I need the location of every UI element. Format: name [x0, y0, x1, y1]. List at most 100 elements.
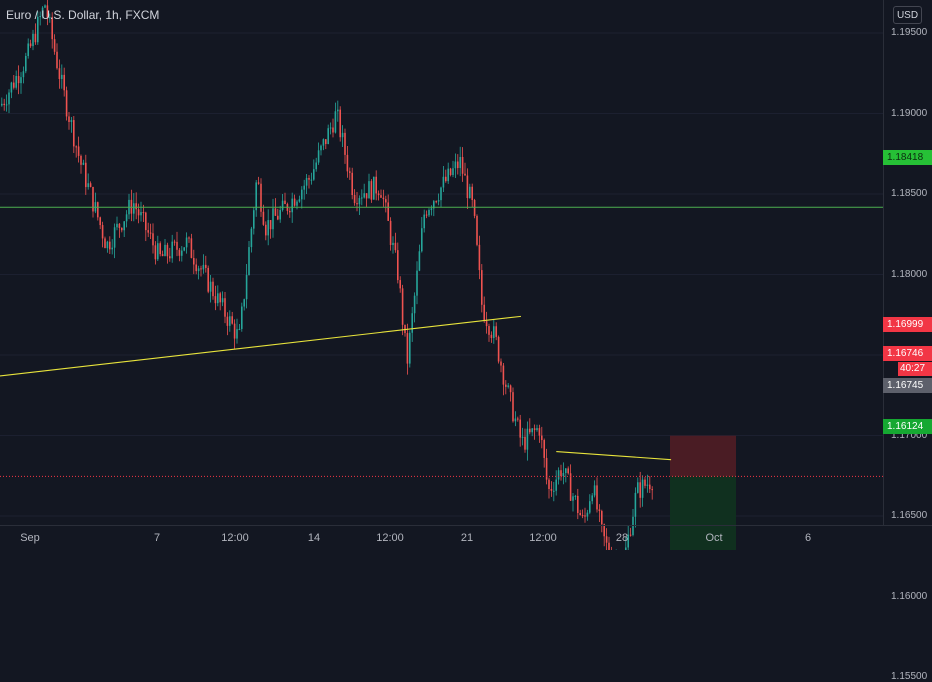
candle-body	[301, 189, 303, 200]
candle-body	[634, 492, 637, 517]
candle-body	[495, 326, 497, 337]
candle-body	[625, 547, 627, 550]
candle-body	[514, 418, 517, 422]
candle-body	[584, 515, 586, 517]
candle-body	[591, 495, 593, 502]
stop-loss-price-tag: 1.16999	[883, 317, 932, 332]
candle-body	[34, 33, 37, 43]
candle-body	[171, 241, 173, 259]
candle-body	[255, 182, 257, 211]
candle-body	[442, 176, 445, 188]
candle-body	[502, 365, 505, 385]
price-axis-tick-label: 1.17000	[891, 429, 928, 441]
candle-body	[164, 244, 166, 257]
candle-body	[445, 176, 447, 182]
trendline[interactable]	[556, 451, 672, 461]
candle-body	[329, 127, 332, 129]
take-profit-zone[interactable]	[670, 476, 736, 550]
candle-body	[284, 200, 286, 205]
candle-body	[373, 176, 375, 200]
candle-body	[382, 197, 385, 200]
candle-body	[197, 268, 200, 272]
candle-body	[8, 92, 10, 105]
candle-body	[459, 156, 461, 169]
candle-body	[435, 201, 437, 203]
candle-body	[433, 201, 435, 209]
candle-body	[334, 111, 337, 133]
candle-body	[641, 479, 644, 498]
candle-body	[13, 82, 15, 88]
candle-body	[589, 501, 591, 513]
candle-body	[205, 264, 207, 268]
candle-body	[493, 326, 495, 339]
candle-body	[473, 199, 476, 216]
candle-body	[229, 316, 231, 326]
candle-body	[133, 203, 135, 214]
candle-body	[68, 116, 70, 122]
candle-body	[423, 214, 425, 229]
candle-body	[293, 198, 296, 206]
candle-body	[77, 146, 80, 156]
candle-body	[305, 177, 308, 186]
candle-body	[497, 336, 500, 362]
candle-body	[469, 186, 471, 199]
currency-button[interactable]: USD	[893, 6, 922, 24]
candle-body	[406, 333, 409, 364]
candle-body	[603, 524, 605, 537]
price-chart[interactable]	[0, 0, 932, 550]
candle-body	[257, 182, 260, 184]
candle-body	[562, 472, 565, 477]
candle-body	[644, 479, 646, 486]
candle-body	[430, 208, 433, 210]
candle-body	[137, 209, 140, 216]
candle-body	[471, 186, 473, 200]
candle-body	[70, 120, 73, 122]
candle-body	[291, 198, 293, 213]
candle-body	[483, 304, 485, 322]
candle-body	[567, 468, 569, 474]
crosshair-price-tag: 1.16745	[883, 378, 932, 393]
candle-body	[377, 193, 380, 196]
candle-body	[421, 228, 423, 252]
candle-body	[190, 238, 193, 258]
candle-body	[188, 237, 190, 239]
stop-loss-zone[interactable]	[670, 435, 736, 477]
candle-body	[221, 298, 224, 303]
candle-body	[289, 210, 291, 213]
trendline[interactable]	[0, 315, 522, 377]
candle-body	[365, 193, 368, 199]
candle-body	[565, 468, 567, 473]
candle-body	[118, 223, 121, 228]
candle-body	[541, 435, 543, 441]
candle-body	[200, 268, 202, 270]
time-axis-tick-label: Oct	[705, 532, 723, 544]
symbol-title[interactable]: Euro / U.S. Dollar, 1h, FXCM	[6, 8, 160, 22]
candle-body	[56, 51, 58, 69]
candle-body	[231, 316, 233, 324]
candle-body	[29, 43, 32, 47]
candle-body	[387, 202, 389, 221]
candle-body	[51, 17, 53, 40]
candle-body	[219, 293, 221, 303]
candle-body	[154, 245, 157, 260]
candle-body	[176, 241, 178, 250]
candle-body	[178, 249, 181, 256]
candle-body	[627, 534, 629, 548]
candle-body	[173, 241, 176, 243]
candle-body	[313, 169, 315, 180]
candle-body	[116, 223, 118, 228]
candle-body	[157, 243, 159, 260]
candle-body	[10, 82, 13, 93]
time-axis-tick-label: 28	[615, 532, 629, 544]
candle-body	[277, 215, 279, 220]
candle-body	[27, 43, 29, 56]
candle-body	[212, 281, 214, 297]
candle-body	[97, 202, 99, 218]
candle-body	[75, 146, 77, 148]
candle-body	[159, 243, 161, 255]
candle-body	[269, 220, 272, 230]
candle-body	[557, 470, 560, 480]
candle-body	[577, 495, 579, 513]
candle-body	[437, 200, 440, 202]
candle-body	[296, 201, 298, 206]
